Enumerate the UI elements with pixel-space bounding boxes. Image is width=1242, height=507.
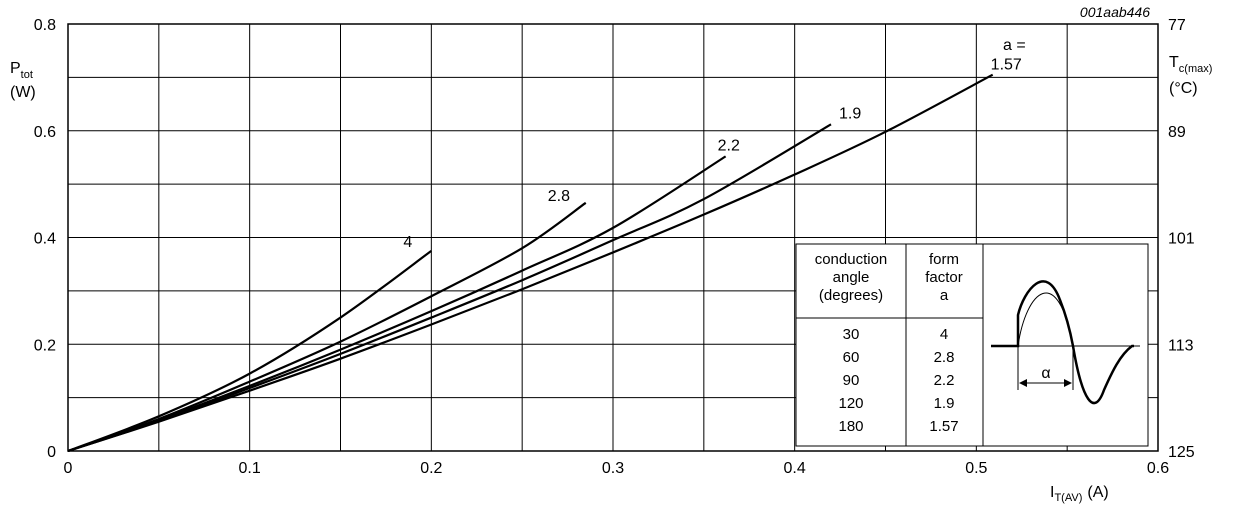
x-axis-label-main: I <box>1050 484 1054 501</box>
y-axis-label: Ptot <box>10 60 33 81</box>
inset-cell: 90 <box>843 372 860 389</box>
y-tick-label: 0.6 <box>34 124 56 141</box>
y2-tick-label: 125 <box>1168 444 1195 461</box>
inset-cell: 1.57 <box>929 418 958 435</box>
curve-label: 4 <box>403 234 412 251</box>
y2-axis-label: Tc(max) <box>1169 54 1212 75</box>
curve-label: 1.57 <box>991 57 1022 74</box>
x-tick-label: 0.4 <box>784 460 806 477</box>
inset-cell: 60 <box>843 349 860 366</box>
inset-header-text: (degrees) <box>819 287 883 304</box>
x-tick-label: 0 <box>64 460 73 477</box>
y-tick-label: 0.2 <box>34 337 56 354</box>
curve-a-1.57 <box>67 73 994 453</box>
curve-label: 1.9 <box>839 105 861 122</box>
x-axis-label-unit: (A) <box>1087 484 1108 501</box>
y-axis-label-main: P <box>10 60 21 77</box>
alpha-arrowhead-right <box>1064 379 1072 387</box>
y2-tick-label: 77 <box>1168 17 1186 34</box>
y2-axis-unit: (°C) <box>1169 80 1198 97</box>
figure-code: 001aab446 <box>1080 4 1150 20</box>
x-axis-label-sub: T(AV) <box>1054 492 1082 504</box>
curve-a-2.2 <box>67 155 727 453</box>
y-axis-unit: (W) <box>10 84 36 101</box>
inset-header-text: form <box>929 251 959 268</box>
x-tick-label: 0.3 <box>602 460 624 477</box>
y-tick-label: 0.8 <box>34 17 56 34</box>
inset-cell: 2.8 <box>934 349 955 366</box>
plot-frame <box>67 23 1159 452</box>
inset-frame <box>795 243 1149 447</box>
y2-tick-label: 89 <box>1168 124 1186 141</box>
y2-tick-label: 101 <box>1168 231 1195 248</box>
alpha-arrowhead-left <box>1019 379 1027 387</box>
inset-cell: 2.2 <box>934 372 955 389</box>
inset-cell: 4 <box>940 326 948 343</box>
x-tick-label: 0.6 <box>1147 460 1169 477</box>
y-tick-label: 0 <box>47 444 56 461</box>
y2-axis-label-main: T <box>1169 54 1179 71</box>
tick-labels: 0 0.1 0.2 0.3 0.4 0.5 0.6 0 0.2 0.4 0.6 0.8 125 113 10… <box>34 17 1195 477</box>
curve-label: 2.2 <box>718 137 740 154</box>
x-tick-label: 0.5 <box>965 460 987 477</box>
alpha-symbol: α <box>1041 365 1050 382</box>
y-tick-label: 0.4 <box>34 231 56 248</box>
inset-cell: 180 <box>838 418 863 435</box>
inset-cell: 30 <box>843 326 860 343</box>
inset-header-text: a <box>940 287 949 304</box>
y-axis-label-sub: tot <box>21 69 33 81</box>
y2-axis-label-sub: c(max) <box>1179 63 1213 75</box>
curves: 4 2.8 2.2 1.9 1.57 <box>67 57 1022 453</box>
inset-header-text: factor <box>925 269 963 286</box>
inset-header-text: angle <box>833 269 870 286</box>
curve-label: 2.8 <box>548 188 570 205</box>
curve-a-4 <box>67 249 432 453</box>
inset-cell: 120 <box>838 395 863 412</box>
inset-header-text: conduction <box>815 251 888 268</box>
x-tick-label: 0.1 <box>239 460 261 477</box>
x-tick-label: 0.2 <box>420 460 442 477</box>
y2-tick-label: 113 <box>1168 337 1194 354</box>
curve-label-prefix: a = <box>1003 37 1026 54</box>
x-axis-label: IT(AV) (A) <box>1050 484 1109 504</box>
inset-cell: 1.9 <box>934 395 955 412</box>
